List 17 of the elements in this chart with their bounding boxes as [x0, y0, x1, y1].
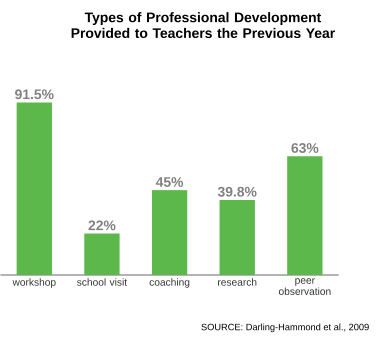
x-tick-label: coaching: [150, 278, 190, 288]
source-note: SOURCE: Darling-Hammond et al., 2009: [201, 323, 369, 332]
chart-title: Types of Professional Development Provided to Teachers the Previous Year: [72, 12, 335, 38]
x-tick-label: school visit: [77, 278, 128, 286]
data-label: 39.8%: [218, 186, 257, 197]
data-label: 63%: [291, 142, 318, 153]
data-label: 45%: [156, 176, 184, 187]
bar: [152, 190, 188, 275]
bar: [84, 233, 120, 275]
x-tick-label: workshop: [12, 278, 56, 288]
bar: [220, 200, 255, 275]
bar: [287, 156, 323, 275]
data-label: 91.5%: [15, 89, 54, 100]
x-tick-label: research: [218, 278, 256, 286]
bar: [16, 102, 52, 275]
data-label: 22%: [88, 220, 116, 230]
x-tick-label: peer observation: [278, 278, 330, 295]
